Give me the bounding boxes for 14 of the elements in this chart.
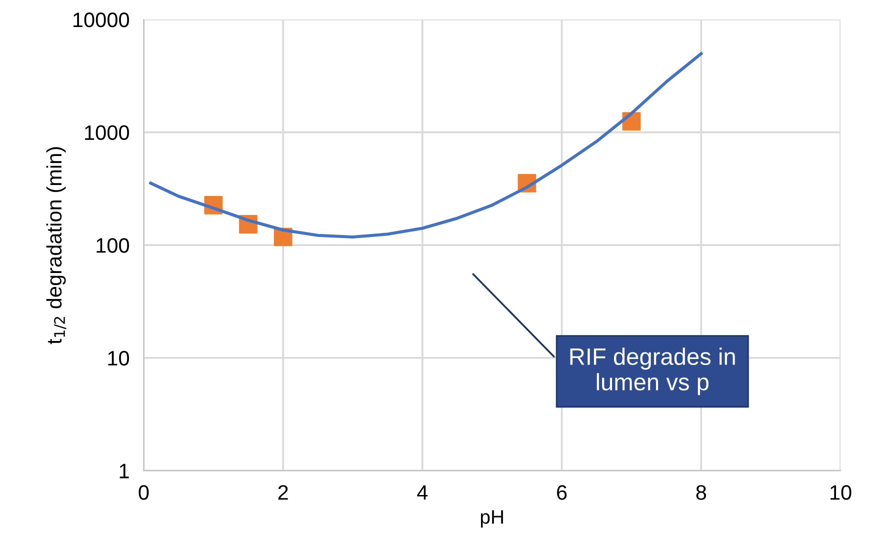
y-tick-label: 1000 <box>85 125 130 140</box>
y-tick-label: 1 <box>120 464 129 478</box>
x-tick-label: 4 <box>417 485 428 500</box>
x-tick-label: 10 <box>830 485 852 500</box>
y-tick-label: 10 <box>108 350 130 366</box>
y-tick-label: 10000 <box>73 12 130 28</box>
x-axis-title: pH <box>480 510 503 528</box>
y-tick-label: 100 <box>96 238 130 253</box>
x-tick-label: 8 <box>696 485 706 500</box>
y-axis-title: t$_{1/2}$ degradation (min) <box>46 147 66 344</box>
annotation: RIF degrades in lumen vs p <box>570 348 735 396</box>
x-tick-label: 2 <box>278 485 288 500</box>
x-tick-label: 6 <box>557 485 567 500</box>
x-tick-label: 0 <box>138 485 149 500</box>
